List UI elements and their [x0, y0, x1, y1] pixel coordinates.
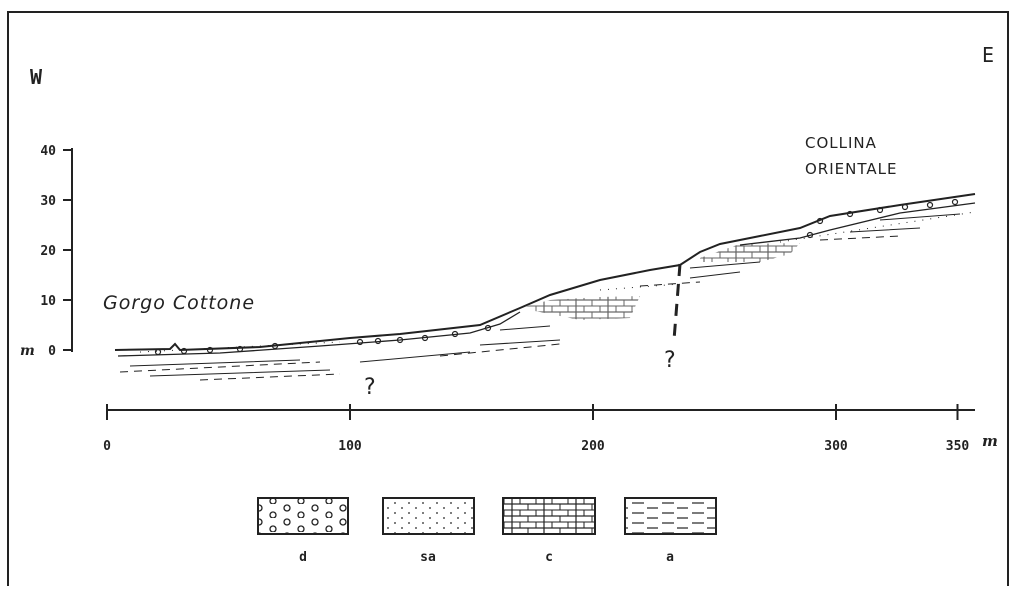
place-label: COLLINA: [805, 134, 877, 152]
legend-label: a: [666, 550, 674, 565]
place-label: ORIENTALE: [805, 160, 897, 178]
axis-unit: m: [982, 432, 998, 450]
x-tick-label: 200: [581, 439, 605, 454]
legend-label: sa: [420, 550, 436, 565]
legend: [258, 498, 716, 534]
x-tick-label: 0: [103, 439, 111, 454]
east-label: E: [982, 43, 994, 67]
y-tick-label: 0: [48, 344, 56, 359]
y-tick-label: 10: [40, 294, 56, 309]
x-tick-label: 300: [824, 439, 848, 454]
y-tick-label: 40: [40, 144, 56, 159]
legend-label: d: [299, 550, 307, 565]
unknown-mark: ?: [664, 348, 676, 373]
x-tick-label: 100: [338, 439, 362, 454]
legend-label: c: [545, 550, 553, 565]
axis-unit: m: [20, 343, 35, 359]
place-label: Gorgo Cottone: [103, 292, 255, 314]
x-tick-label: 350: [946, 439, 970, 454]
y-tick-label: 20: [40, 244, 56, 259]
section: [115, 194, 975, 380]
y-tick-label: 30: [40, 194, 56, 209]
geologic-section: W E Gorgo Cottone COLLINA ORIENTALE m m …: [0, 0, 1015, 586]
unknown-mark: ?: [364, 375, 376, 400]
west-label: W: [30, 65, 43, 89]
